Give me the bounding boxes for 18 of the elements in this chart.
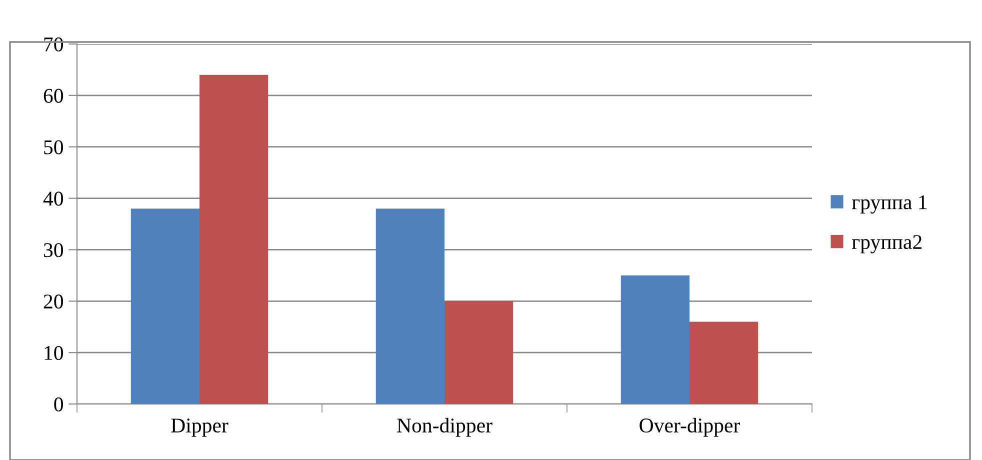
legend-label: группа2 [852,235,922,254]
x-tick-label: Non-dipper [397,418,492,437]
y-tick-label: 10 [44,346,64,360]
x-tick-label: Dipper [171,418,228,437]
bar [200,74,268,404]
y-tick-label: 50 [44,140,64,154]
bar [444,301,514,404]
y-tick-label: 20 [44,294,64,309]
x-tick-label: Over-dipper [640,418,740,437]
bar [690,322,758,404]
bar [130,208,200,404]
bar [620,275,690,404]
y-tick-label: 0 [54,397,64,412]
y-tick-label: 60 [44,88,64,103]
y-tick-label: 40 [43,192,64,206]
bar [376,208,444,404]
legend-label: группа 1 [852,195,927,214]
y-tick-label: 30 [44,243,64,258]
